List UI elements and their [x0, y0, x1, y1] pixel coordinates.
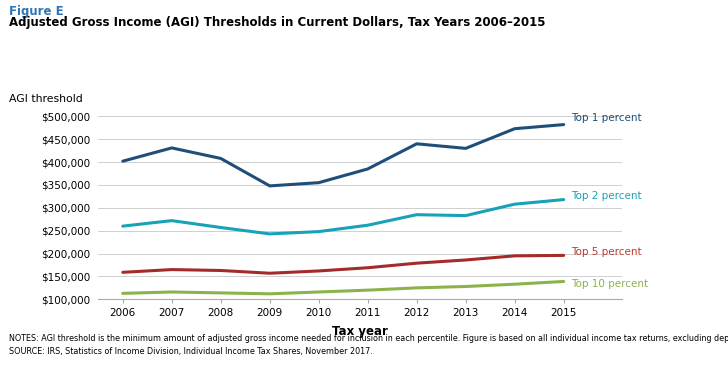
X-axis label: Tax year: Tax year	[333, 325, 388, 338]
Text: Figure E: Figure E	[9, 5, 64, 19]
Text: Adjusted Gross Income (AGI) Thresholds in Current Dollars, Tax Years 2006–2015: Adjusted Gross Income (AGI) Thresholds i…	[9, 16, 546, 30]
Text: Top 2 percent: Top 2 percent	[571, 191, 641, 201]
Text: NOTES: AGI threshold is the minimum amount of adjusted gross income needed for i: NOTES: AGI threshold is the minimum amou…	[9, 334, 728, 343]
Text: Top 1 percent: Top 1 percent	[571, 113, 641, 123]
Text: Top 10 percent: Top 10 percent	[571, 279, 648, 289]
Text: AGI threshold: AGI threshold	[9, 94, 83, 104]
Text: SOURCE: IRS, Statistics of Income Division, Individual Income Tax Shares, Novemb: SOURCE: IRS, Statistics of Income Divisi…	[9, 347, 373, 357]
Text: Top 5 percent: Top 5 percent	[571, 247, 641, 257]
